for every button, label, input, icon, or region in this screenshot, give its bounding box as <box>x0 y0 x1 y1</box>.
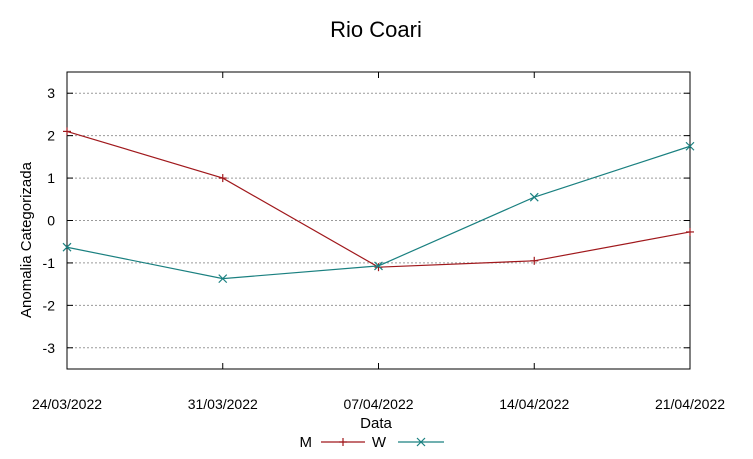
series-group <box>62 127 695 284</box>
data-point-m <box>374 263 383 272</box>
x-tick-label: 14/04/2022 <box>499 396 569 412</box>
data-point-w <box>529 192 539 202</box>
y-tick-label: -1 <box>43 255 56 271</box>
data-point-m <box>218 174 227 183</box>
data-point-w <box>218 274 228 284</box>
x-tick-label: 31/03/2022 <box>188 396 258 412</box>
data-point-w <box>685 141 695 151</box>
y-axis-ticks: 3 2 1 0 -1 -2 -3 <box>43 85 690 356</box>
data-point-w <box>62 242 72 252</box>
y-axis-label: Anomalia Categorizada <box>18 161 35 318</box>
y-tick-label: 3 <box>47 85 55 101</box>
legend-label-m: M <box>300 434 313 451</box>
y-tick-label: 1 <box>47 170 55 186</box>
x-tick-label: 21/04/2022 <box>655 396 725 412</box>
legend-marker-m <box>339 438 347 446</box>
y-tick-label: 0 <box>47 213 55 229</box>
x-tick-label: 24/03/2022 <box>32 396 102 412</box>
x-axis-label: Data <box>360 415 392 432</box>
data-point-w <box>374 261 383 271</box>
data-point-m <box>63 127 71 136</box>
y-tick-label: -2 <box>43 297 56 313</box>
y-tick-label: 2 <box>47 128 55 144</box>
series-line-m <box>66 130 691 268</box>
y-tick-label: -3 <box>43 340 56 356</box>
series-line-w <box>66 145 691 280</box>
grid-lines <box>67 92 690 349</box>
x-axis-ticks: 24/03/2022 31/03/2022 07/04/2022 14/04/2022… <box>32 72 725 412</box>
legend-label-w: W <box>372 434 387 451</box>
data-point-m <box>530 256 539 265</box>
legend-marker-w <box>416 437 426 447</box>
chart-title: Rio Coari <box>330 17 422 42</box>
x-tick-label: 07/04/2022 <box>343 396 413 412</box>
data-point-m <box>686 227 694 236</box>
